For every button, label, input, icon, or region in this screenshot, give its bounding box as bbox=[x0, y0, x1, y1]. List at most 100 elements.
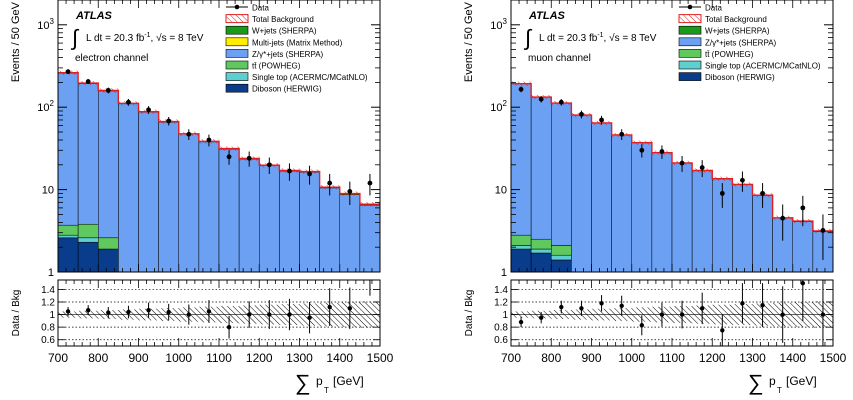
ratio-point bbox=[186, 312, 192, 317]
electron-channel-chart: 1 10 102 103 Events / 50 GeV ATLAS ∫ L dt = 20.… bbox=[10, 0, 394, 395]
bar-z-jets-sherpa bbox=[792, 221, 814, 272]
ratio-point bbox=[639, 323, 645, 328]
ratio-tick-label: 1.2 bbox=[494, 298, 508, 309]
svg-text:∑: ∑ bbox=[748, 370, 764, 395]
ratio-point bbox=[599, 301, 604, 306]
data-point bbox=[639, 147, 645, 153]
channel-label: muon channel bbox=[528, 53, 591, 64]
bar-z-jets-sherpa bbox=[551, 102, 572, 246]
x-tick-label: 1300 bbox=[286, 351, 313, 365]
ratio-point bbox=[518, 319, 524, 325]
integral-sign: ∫ bbox=[70, 25, 80, 50]
data-point bbox=[327, 180, 333, 186]
y-axis-label: Events / 50 GeV bbox=[463, 1, 475, 82]
ratio-tick-label: 1 bbox=[49, 310, 55, 321]
bar-tt-powheg bbox=[58, 224, 79, 236]
bar-z-jets-sherpa bbox=[259, 165, 280, 272]
x-tick-label: 800 bbox=[541, 351, 561, 365]
ratio-tick-label: 1.4 bbox=[494, 285, 508, 296]
atlas-label: ATLAS bbox=[528, 10, 566, 22]
ratio-point bbox=[126, 309, 131, 315]
svg-text:Total Background: Total Background bbox=[705, 15, 767, 24]
ratio-contents bbox=[58, 280, 380, 341]
x-tick-label: 1500 bbox=[367, 351, 394, 365]
x-tick-label: 1000 bbox=[165, 351, 192, 365]
bar-z-jets-sherpa bbox=[591, 122, 612, 272]
data-point bbox=[126, 99, 131, 105]
ratio-axis-label: Data / Bkg bbox=[11, 290, 22, 337]
ratio-point bbox=[327, 304, 332, 310]
data-point bbox=[166, 118, 172, 124]
data-point bbox=[518, 86, 524, 92]
bar-z-jets-sherpa bbox=[691, 170, 713, 272]
bar-z-jets-sherpa bbox=[651, 152, 673, 272]
data-point bbox=[558, 99, 564, 105]
data-point bbox=[206, 137, 212, 143]
svg-text:T: T bbox=[777, 386, 782, 395]
x-tick-label: 1000 bbox=[618, 351, 645, 365]
x-axis-label: ∑ pT [GeV] bbox=[295, 370, 364, 395]
bar-z-jets-sherpa bbox=[198, 141, 220, 272]
bar-diboson-herwig bbox=[511, 248, 532, 272]
y-tick-label: 102 bbox=[37, 99, 54, 114]
channel-label: electron channel bbox=[75, 53, 148, 64]
x-tick-label: 1300 bbox=[739, 351, 766, 365]
y-tick-label: 103 bbox=[490, 17, 507, 32]
x-tick-label: 900 bbox=[128, 351, 148, 365]
svg-text:Diboson (HERWIG): Diboson (HERWIG) bbox=[705, 73, 775, 82]
ratio-point bbox=[287, 312, 292, 317]
svg-text:[GeV]: [GeV] bbox=[786, 374, 817, 388]
bar-z-jets-sherpa bbox=[319, 187, 340, 272]
svg-text:W+jets (SHERPA): W+jets (SHERPA) bbox=[705, 27, 770, 36]
svg-text:∑: ∑ bbox=[295, 370, 311, 395]
data-point bbox=[699, 165, 705, 170]
ratio-point bbox=[267, 312, 272, 317]
x-tick-label: 700 bbox=[48, 351, 68, 365]
y-axis-label: Events / 50 GeV bbox=[10, 1, 22, 82]
data-point bbox=[287, 168, 292, 174]
data-point bbox=[599, 117, 604, 123]
y-tick-label: 10 bbox=[42, 185, 54, 197]
data-point bbox=[820, 227, 826, 233]
ratio-point bbox=[85, 307, 91, 313]
data-point bbox=[186, 131, 192, 137]
data-point bbox=[367, 180, 373, 186]
bar-tt-powheg bbox=[551, 245, 572, 256]
data-point bbox=[347, 189, 353, 194]
x-tick-label: 1400 bbox=[779, 351, 806, 365]
bar-diboson-herwig bbox=[98, 248, 119, 272]
data-point bbox=[85, 79, 91, 84]
bar-tt-powheg bbox=[77, 223, 99, 239]
svg-text:Total Background: Total Background bbox=[252, 15, 314, 24]
legend-entry: Total Background bbox=[678, 14, 767, 24]
stacked-bars bbox=[511, 81, 833, 272]
ratio-point bbox=[780, 312, 785, 317]
ratio-point bbox=[579, 306, 584, 311]
svg-text:Single top (ACERMC/MCatNLO): Single top (ACERMC/MCatNLO) bbox=[705, 62, 821, 71]
data-points bbox=[518, 86, 826, 260]
ratio-point bbox=[226, 324, 232, 330]
data-point bbox=[659, 149, 665, 154]
legend-entry: Z/γ*+jets (SHERPA) bbox=[225, 49, 324, 59]
data-point bbox=[246, 155, 252, 161]
svg-text:Data: Data bbox=[705, 4, 722, 13]
svg-text:p: p bbox=[769, 374, 776, 388]
ratio-point bbox=[820, 312, 826, 317]
data-point bbox=[679, 160, 685, 166]
ratio-plot-frame bbox=[57, 279, 381, 347]
data-point bbox=[146, 107, 151, 113]
bar-z-jets-sherpa bbox=[732, 184, 753, 272]
svg-text:[GeV]: [GeV] bbox=[333, 374, 364, 388]
data-point bbox=[760, 190, 765, 196]
legend-entry: Data bbox=[679, 4, 722, 13]
bar-z-jets-sherpa bbox=[611, 134, 632, 272]
x-tick-label: 900 bbox=[581, 351, 601, 365]
bar-diboson-herwig bbox=[551, 259, 572, 272]
bar-z-jets-sherpa bbox=[299, 171, 320, 272]
ratio-point bbox=[699, 306, 705, 311]
bar-z-jets-sherpa bbox=[178, 133, 200, 272]
svg-text:T: T bbox=[324, 386, 329, 395]
luminosity-label: L dt = 20.3 fb-1, √s = 8 TeV bbox=[539, 32, 657, 44]
y-tick-label: 1 bbox=[48, 267, 54, 279]
bar-z-jets-sherpa bbox=[118, 103, 139, 272]
